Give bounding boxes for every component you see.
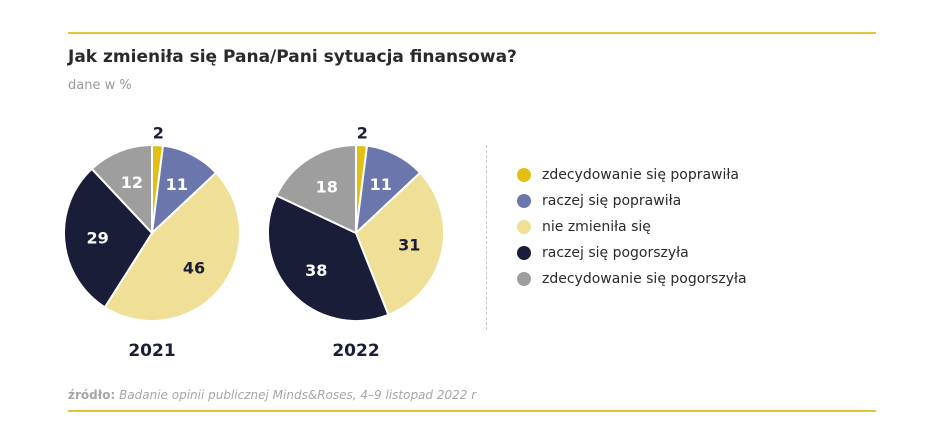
pie-year-label-2021: 2021 bbox=[128, 341, 175, 361]
legend-item: zdecydowanie się pogorszyła bbox=[517, 266, 747, 292]
legend-item: raczej się pogorszyła bbox=[517, 240, 747, 266]
data-label-2021-0: 2 bbox=[153, 124, 164, 143]
legend-label: raczej się pogorszyła bbox=[542, 245, 689, 261]
slice-2021-3 bbox=[63, 167, 154, 309]
legend: zdecydowanie się poprawiła raczej się pop… bbox=[517, 162, 747, 292]
slice-2021-4 bbox=[90, 143, 153, 236]
data-label-2021-4: 12 bbox=[121, 173, 143, 192]
legend-swatch bbox=[517, 246, 531, 260]
data-label-2021-1: 11 bbox=[166, 175, 188, 194]
data-label-2021-3: 29 bbox=[87, 229, 109, 248]
legend-swatch bbox=[517, 194, 531, 208]
slice-2022-4 bbox=[275, 143, 357, 235]
legend-label: zdecydowanie się pogorszyła bbox=[542, 271, 747, 287]
legend-label: raczej się poprawiła bbox=[542, 193, 682, 209]
legend-item: raczej się poprawiła bbox=[517, 188, 747, 214]
chart-subtitle: dane w % bbox=[68, 78, 132, 93]
source-text: Badanie opinii publicznej Minds&Roses, 4… bbox=[119, 388, 477, 402]
bottom-rule bbox=[68, 410, 876, 412]
data-label-2022-1: 11 bbox=[370, 175, 392, 194]
top-rule bbox=[68, 32, 876, 34]
data-label-2022-3: 38 bbox=[305, 261, 327, 280]
slice-2022-2 bbox=[354, 171, 445, 317]
source-label: źródło: bbox=[68, 388, 116, 402]
legend-divider bbox=[486, 145, 487, 330]
legend-item: nie zmieniła się bbox=[517, 214, 747, 240]
legend-label: nie zmieniła się bbox=[542, 219, 651, 235]
legend-item: zdecydowanie się poprawiła bbox=[517, 162, 747, 188]
data-label-2022-0: 2 bbox=[357, 124, 368, 143]
data-label-2022-4: 18 bbox=[316, 177, 338, 196]
slice-2022-3 bbox=[267, 194, 390, 322]
legend-swatch bbox=[517, 272, 531, 286]
pie-2021: 2 11 46 29 12 bbox=[63, 124, 241, 322]
legend-swatch bbox=[517, 220, 531, 234]
data-label-2021-2: 46 bbox=[183, 258, 205, 277]
legend-label: zdecydowanie się poprawiła bbox=[542, 167, 739, 183]
source-note: źródło: Badanie opinii publicznej Minds&… bbox=[68, 388, 476, 402]
legend-swatch bbox=[517, 168, 531, 182]
chart-title: Jak zmieniła się Pana/Pani sytuacja fina… bbox=[68, 47, 517, 67]
pie-year-label-2022: 2022 bbox=[332, 341, 379, 361]
data-label-2022-2: 31 bbox=[398, 235, 420, 254]
pie-2022: 2 11 31 38 18 bbox=[267, 124, 445, 322]
slice-2021-2 bbox=[103, 171, 241, 322]
